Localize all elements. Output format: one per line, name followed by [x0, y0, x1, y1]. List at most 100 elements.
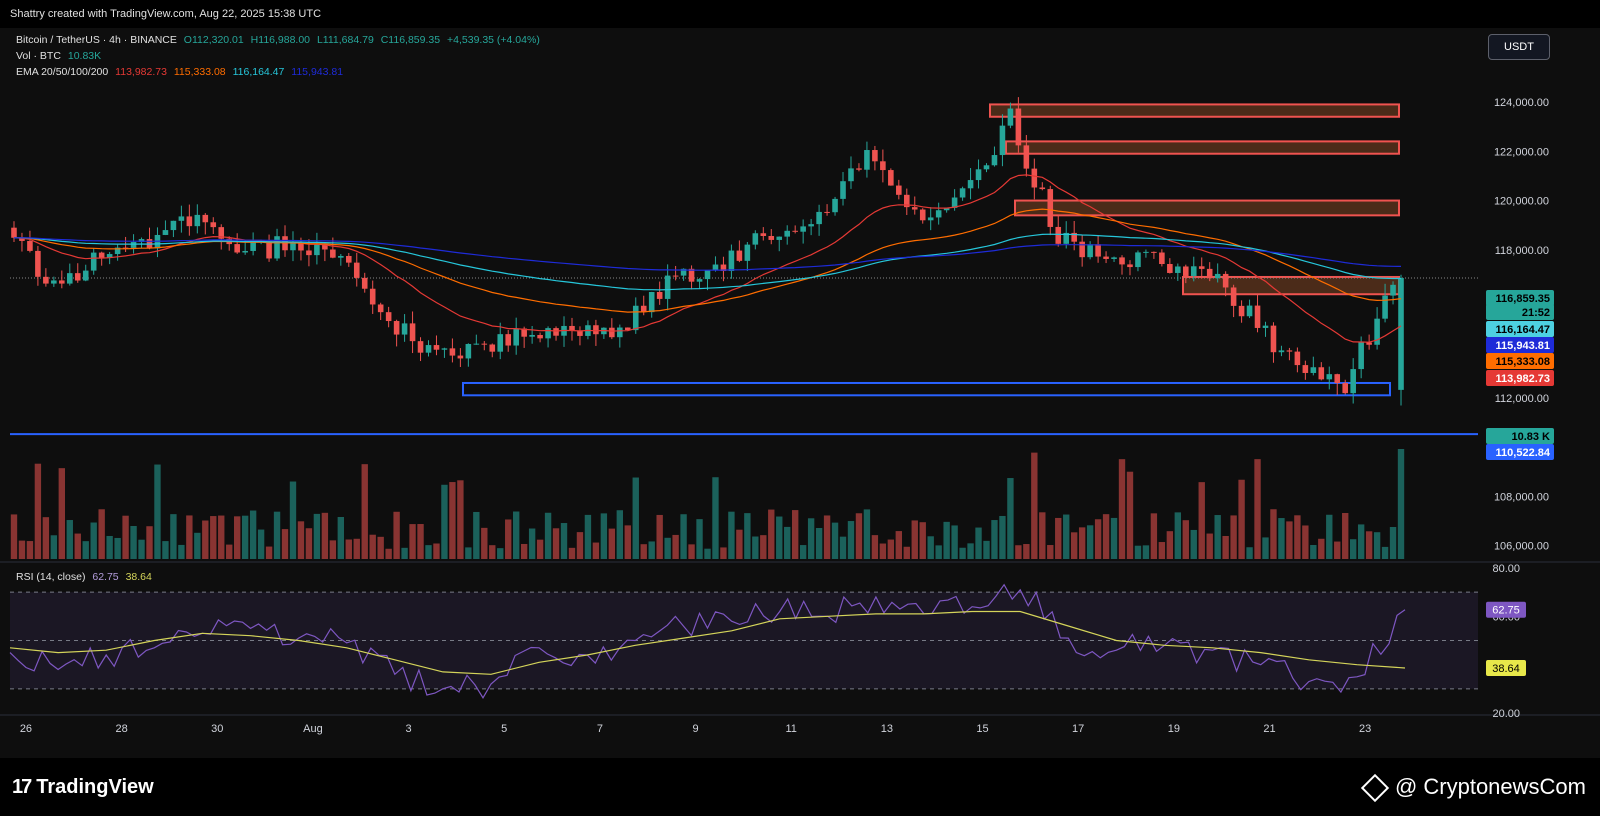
candle-body: [1119, 257, 1125, 265]
candle-body: [242, 250, 248, 253]
volume-bar: [210, 516, 217, 559]
candle-body: [1398, 277, 1404, 390]
resistance-zone: [1182, 275, 1400, 296]
volume-bar: [807, 518, 815, 559]
candle-body: [752, 233, 759, 245]
volume-bar: [1262, 537, 1269, 559]
candle-body: [1278, 350, 1285, 353]
candle-body: [1111, 257, 1117, 259]
price-chart[interactable]: 126,000.00124,000.00122,000.00120,000.00…: [0, 28, 1600, 758]
candle-body: [911, 207, 918, 210]
candle-body: [648, 292, 655, 313]
candle-body: [664, 275, 671, 299]
volume-bar: [1150, 513, 1158, 559]
volume-bar: [1055, 517, 1062, 559]
volume-bar: [712, 477, 719, 559]
candle-body: [704, 270, 711, 280]
volume-bar: [831, 522, 839, 559]
candle-body: [290, 243, 296, 251]
candle-body: [680, 268, 687, 276]
candle-body: [800, 226, 806, 232]
candle-body: [1358, 342, 1364, 370]
candle-body: [609, 327, 615, 338]
volume-bars: [10, 449, 1405, 559]
candle-body: [593, 325, 599, 335]
candle-body: [1334, 374, 1341, 384]
volume-bar: [138, 539, 145, 559]
volume-bar: [90, 522, 97, 559]
time-tick-label: Aug: [303, 723, 323, 735]
candle-body: [816, 211, 822, 225]
volume-bar: [911, 520, 918, 559]
time-tick-label: 28: [115, 723, 127, 735]
candle-body: [553, 328, 559, 336]
candle-body: [728, 250, 735, 272]
volume-bar: [672, 534, 679, 559]
candle-body: [776, 236, 783, 240]
volume-bar: [162, 541, 169, 559]
volume-bar: [1206, 533, 1213, 559]
cryptonews-handle: @ CryptonewsCom: [1394, 774, 1586, 799]
candle-body: [1190, 266, 1197, 276]
volume-bar: [855, 513, 863, 559]
volume-bar: [592, 542, 600, 559]
currency-button[interactable]: USDT: [1488, 34, 1550, 60]
candle-body: [1366, 342, 1372, 345]
candle-body: [1015, 108, 1022, 146]
candle-body: [1039, 187, 1046, 190]
candle-body: [1262, 325, 1269, 328]
candle-body: [1167, 264, 1173, 273]
volume-bar: [1031, 452, 1038, 559]
price-tick-label: 120,000.00: [1494, 196, 1549, 208]
legend-ema-label: EMA 20/50/100/200: [16, 66, 109, 78]
volume-bar: [1334, 541, 1341, 559]
candle-body: [1302, 365, 1309, 373]
volume-bar: [1094, 519, 1102, 559]
volume-bar: [1118, 459, 1126, 559]
time-tick-label: 21: [1263, 723, 1275, 735]
candle-body: [27, 240, 33, 251]
rsi-ma-box: [1486, 659, 1526, 676]
volume-bar: [241, 515, 249, 559]
price-tick-label: 112,000.00: [1495, 393, 1549, 405]
candle-body: [170, 220, 177, 231]
time-tick-label: 5: [501, 723, 507, 735]
volume-bar: [329, 540, 337, 559]
candle-body: [1382, 295, 1388, 319]
candle-body: [808, 224, 814, 227]
candle-body: [186, 216, 193, 227]
volume-bar: [425, 545, 432, 559]
price-label-box: [1486, 370, 1554, 386]
volume-bar: [584, 514, 592, 559]
volume-bar: [991, 520, 998, 559]
resistance-zone: [1005, 140, 1400, 155]
chart-area[interactable]: 126,000.00124,000.00122,000.00120,000.00…: [0, 28, 1600, 758]
candle-body: [130, 241, 137, 248]
candle-body: [465, 343, 472, 359]
volume-bar: [1342, 512, 1349, 559]
volume-bar: [98, 509, 105, 559]
candle-body: [545, 328, 551, 339]
rsi-legend-ma: 38.64: [125, 571, 152, 583]
volume-bar: [289, 481, 297, 559]
candle-body: [1318, 367, 1325, 380]
candle-body: [178, 216, 185, 221]
volume-bar: [1246, 547, 1253, 559]
candle-body: [927, 217, 934, 221]
volume-bar: [202, 520, 209, 559]
volume-bar: [1110, 517, 1118, 559]
price-tick-label: 106,000.00: [1494, 541, 1549, 553]
legend-symbol: Bitcoin / TetherUS · 4h · BINANCE: [16, 34, 177, 46]
cryptonews-diamond-icon: [1360, 774, 1390, 803]
legend-low: L111,684.79: [316, 34, 374, 46]
candle-body: [1023, 145, 1030, 169]
price-label-text: 116,164.47: [1496, 324, 1550, 336]
volume-bar: [401, 547, 408, 559]
candle-body: [202, 214, 209, 223]
volume-bar: [1198, 482, 1205, 559]
candle-body: [688, 268, 695, 282]
candle-body: [513, 328, 519, 346]
candle-body: [90, 252, 97, 271]
volume-bar: [887, 539, 895, 559]
volume-bar: [34, 463, 42, 559]
